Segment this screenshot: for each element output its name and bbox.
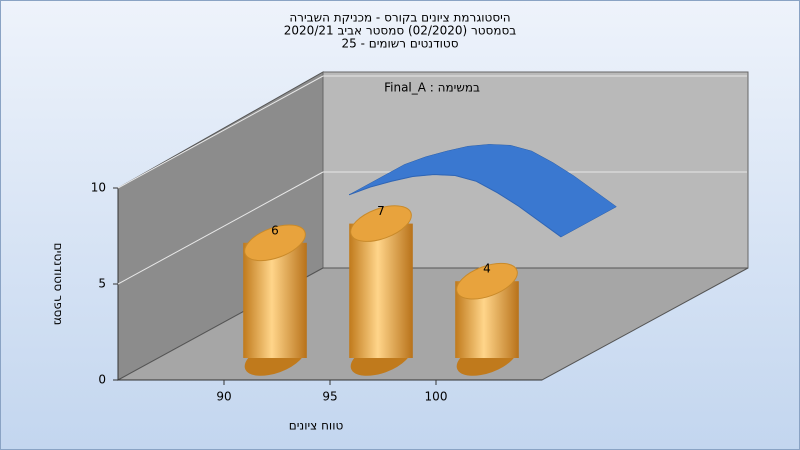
y-tick-label: 0 [98,373,106,387]
x-tick-label: 90 [216,390,231,404]
data-label: 7 [377,204,385,218]
annotation: במשימה : Final_A [384,81,480,95]
y-tick-label: 10 [91,181,106,195]
grid-line [117,171,324,285]
bar [243,242,307,358]
data-label: 4 [483,262,491,276]
chart-title: היסטוגרמת ציונים בקורס - מכניקת השבירה [289,11,510,25]
x-axis-label: טווח ציונים [289,419,344,433]
bar-top [244,224,306,262]
bar-top [456,262,518,300]
data-label: 6 [271,223,279,237]
chart-title: סטודנטים רשומים - 25 [341,37,458,51]
bar-top [350,205,412,242]
x-tick-label: 95 [322,390,337,404]
y-axis-label: מספר סטודנטים [52,243,66,326]
chart-title: בסמסטר (02/2020) סמסטר אביב 2020/21 [284,24,516,38]
y-tick-label: 5 [98,277,106,291]
x-tick-label: 100 [425,390,448,404]
bar [349,223,413,358]
grid-line [117,75,324,189]
curve-line [348,174,562,238]
